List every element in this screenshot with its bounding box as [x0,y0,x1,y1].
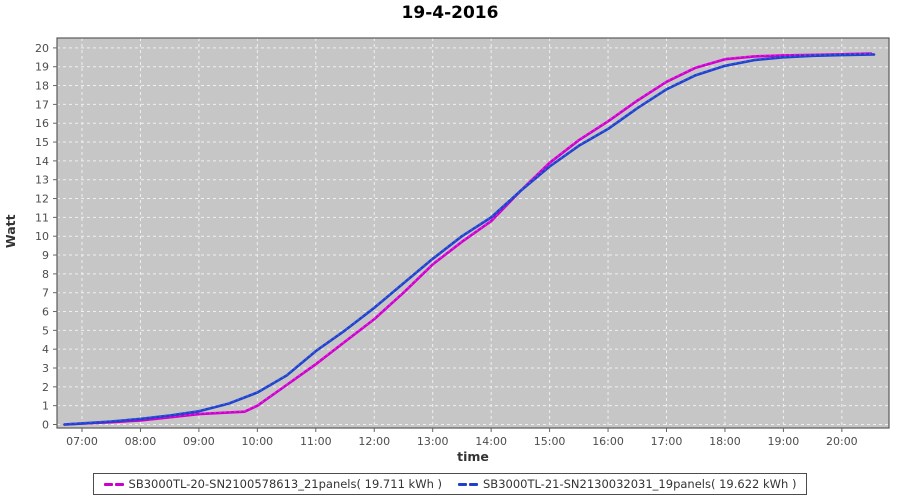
series-line-markers-0 [64,52,872,425]
legend-label: SB3000TL-21-SN2130032031_19panels( 19.62… [483,477,797,491]
y-tick-label: 17 [35,98,49,111]
legend-item-1: SB3000TL-21-SN2130032031_19panels( 19.62… [458,477,796,491]
x-tick-label: 13:00 [417,435,449,448]
chart-title: 19-4-2016 [401,3,499,23]
y-tick-label: 10 [35,230,49,243]
y-tick-label: 12 [35,193,49,206]
plot-border [56,37,890,429]
x-tick-label: 15:00 [534,435,566,448]
y-tick-label: 3 [42,362,49,375]
y-tick-label: 13 [35,174,49,187]
legend: SB3000TL-20-SN2100578613_21panels( 19.71… [92,473,808,495]
x-tick-label: 20:00 [826,435,858,448]
y-tick-label: 7 [42,287,49,300]
y-tick-label: 1 [42,400,49,413]
y-tick-label: 5 [42,324,49,337]
legend-line-dash [458,482,467,486]
legend-line-icon [458,482,478,486]
y-tick-label: 20 [35,42,49,55]
legend-line-dash [114,482,124,486]
x-axis-title: time [457,449,489,464]
y-tick-label: 2 [42,381,49,394]
x-tick-label: 14:00 [475,435,507,448]
legend-item-0: SB3000TL-20-SN2100578613_21panels( 19.71… [103,477,442,491]
y-tick-label: 15 [35,136,49,149]
y-tick-label: 16 [35,117,49,130]
y-tick-label: 9 [42,249,49,262]
legend-line-icon [103,482,124,486]
x-tick-label: 17:00 [651,435,683,448]
x-tick-label: 07:00 [66,435,98,448]
x-tick-label: 19:00 [768,435,800,448]
x-tick-label: 18:00 [709,435,741,448]
legend-row: SB3000TL-20-SN2100578613_21panels( 19.71… [0,473,900,495]
x-tick-label: 09:00 [183,435,215,448]
y-tick-label: 8 [42,268,49,281]
y-tick-label: 4 [42,343,49,356]
y-tick-label: 6 [42,306,49,319]
x-tick-label: 11:00 [300,435,332,448]
y-tick-label: 0 [42,419,49,432]
legend-label: SB3000TL-20-SN2100578613_21panels( 19.71… [128,477,442,491]
y-tick-label: 11 [35,211,49,224]
x-tick-label: 10:00 [241,435,273,448]
series-line-markers-1 [64,53,875,425]
legend-line-dash [103,482,113,486]
y-axis-title: Watt [3,214,18,248]
x-tick-label: 12:00 [358,435,390,448]
x-tick-label: 16:00 [592,435,624,448]
legend-line-dash [469,482,478,486]
y-tick-label: 14 [35,155,49,168]
x-tick-label: 08:00 [125,435,157,448]
y-tick-label: 19 [35,61,49,74]
y-tick-label: 18 [35,80,49,93]
